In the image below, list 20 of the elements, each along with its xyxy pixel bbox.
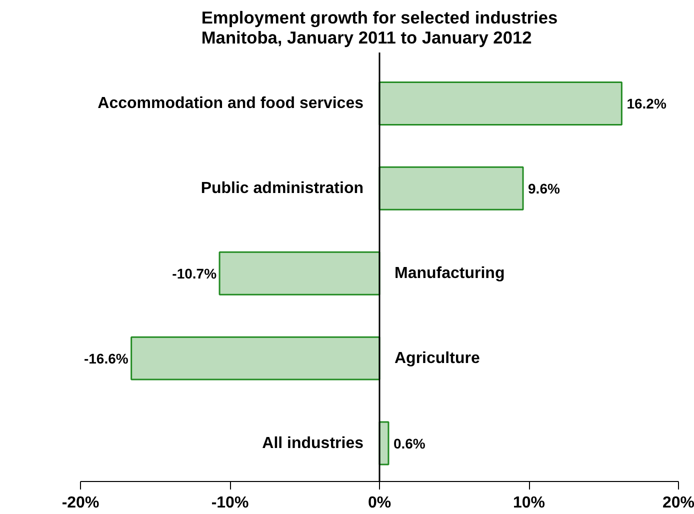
chart-title: Employment growth for selected industries Manitoba, January 2011 to January 2012 (201, 8, 558, 48)
x-tick-label: 0% (368, 494, 392, 512)
bar (378, 166, 524, 210)
y-tick-label: All industries (262, 434, 364, 452)
x-tick-label: -20% (62, 494, 100, 512)
x-tick-label: -10% (211, 494, 249, 512)
y-tick-label: Accommodation and food services (98, 94, 364, 112)
data-label: -10.7% (172, 265, 218, 282)
bar (130, 336, 380, 380)
y-tick-label: Agriculture (394, 350, 480, 367)
bar (218, 251, 380, 296)
x-tick-label: 20% (662, 494, 694, 512)
y-tick-label: Public administration (200, 180, 364, 197)
bar (378, 81, 622, 126)
data-label: 0.6% (393, 435, 426, 452)
y-tick-label: Manufacturing (394, 264, 505, 282)
data-label: -16.6% (84, 350, 129, 366)
x-tick-label: 10% (512, 494, 546, 512)
data-label: 9.6% (528, 180, 560, 196)
data-label: 16.2% (626, 95, 667, 112)
